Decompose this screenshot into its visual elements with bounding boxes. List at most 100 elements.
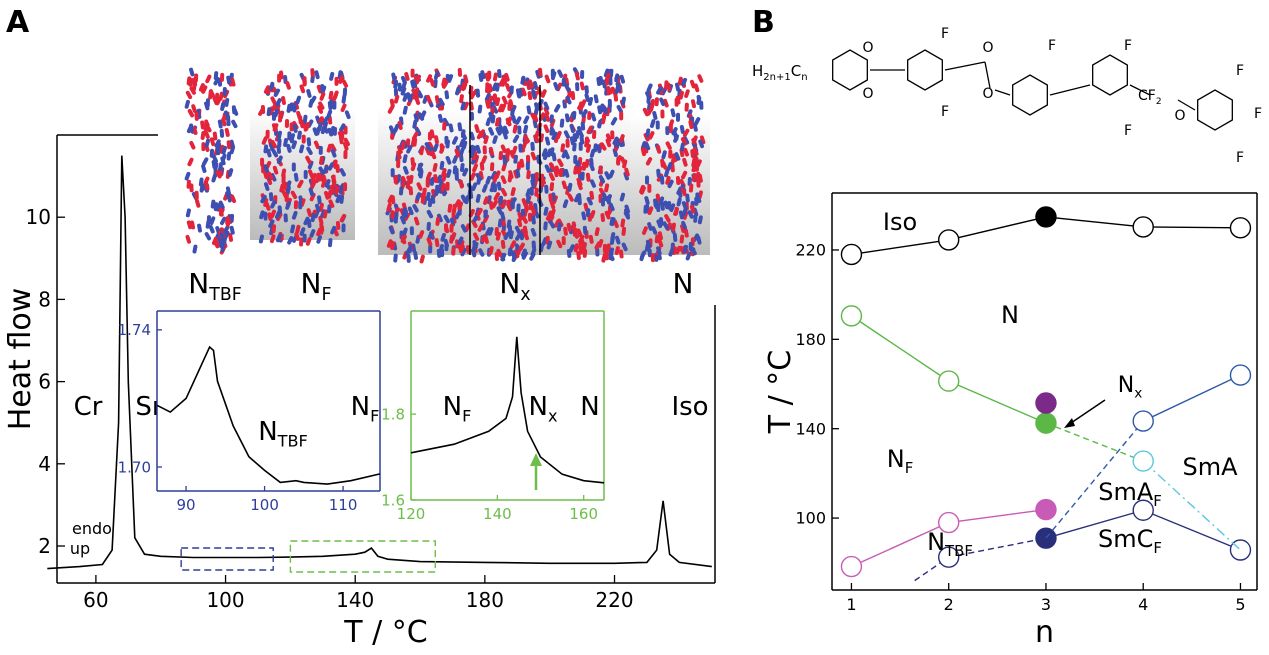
molecule-blob <box>495 126 502 136</box>
molecule-blob <box>219 232 226 242</box>
molecule-blob <box>389 98 395 108</box>
molecule-blob <box>624 204 631 214</box>
molecule-blob <box>299 144 305 154</box>
bond <box>994 89 1011 96</box>
phase-boundary <box>948 216 1047 241</box>
molecule-blob <box>299 227 306 236</box>
molecule-blob <box>393 94 400 104</box>
molecule-blob <box>319 92 326 101</box>
molecule-blob <box>483 196 489 205</box>
molecule-blob <box>219 216 227 226</box>
molecule-blob <box>438 97 445 107</box>
molecule-blob <box>664 168 670 178</box>
molecule-blob <box>645 91 652 100</box>
molecule-blob <box>213 239 220 249</box>
molecule-blob <box>223 225 230 234</box>
molecule-blob <box>656 173 664 182</box>
molecule-blob <box>508 99 514 109</box>
molecule-blob <box>302 77 307 87</box>
molecule-blob <box>390 210 395 220</box>
annotation: Nx <box>1118 373 1143 402</box>
molecule-blob <box>205 219 211 229</box>
molecule-blob <box>220 153 227 163</box>
molecule-blob <box>561 236 566 246</box>
molecule-blob <box>205 74 212 84</box>
annotation: Nx <box>529 392 558 426</box>
molecule-blob <box>559 118 565 128</box>
molecule-blob <box>545 212 553 221</box>
phase-point <box>938 546 960 568</box>
molecule-blob <box>530 151 537 161</box>
molecule-blob <box>676 197 682 207</box>
molecule-blob <box>409 226 414 236</box>
molecule-blob <box>270 209 276 219</box>
annotation: SmAF <box>1098 478 1162 510</box>
label-main: N <box>443 392 462 422</box>
annotation: NF <box>443 392 472 426</box>
molecule-blob <box>584 158 590 168</box>
molecule-blob <box>498 195 504 205</box>
molecule-blob <box>684 102 689 112</box>
molecule-blob <box>497 69 502 79</box>
molecule-blob <box>430 194 436 204</box>
molecule-blob <box>518 143 523 153</box>
molecule-blob <box>502 130 508 140</box>
molecule-blob <box>459 163 465 172</box>
molecule-blob <box>648 131 655 140</box>
molecule-blob <box>326 204 332 214</box>
molecule-blob <box>452 155 459 164</box>
molecule-blob <box>321 174 327 184</box>
molecule-blob <box>600 115 607 125</box>
phase-point <box>1035 206 1057 228</box>
molecule-blob <box>185 234 192 244</box>
y-tick-label: 4 <box>38 452 51 476</box>
molecule-blob <box>689 204 696 214</box>
molecule-blob <box>678 90 684 100</box>
molecule-blob <box>277 205 283 215</box>
molecule-blob <box>473 232 480 241</box>
annotation: N <box>1001 301 1019 329</box>
molecule-blob <box>330 174 337 184</box>
molecule-blob <box>566 248 572 258</box>
molecule-blob <box>285 201 291 210</box>
molecule-blob <box>413 216 420 226</box>
molecule-blob <box>441 77 447 87</box>
molecule-blob <box>267 171 274 181</box>
molecule-blob <box>225 216 230 226</box>
sub: 2n+1 <box>763 72 790 83</box>
molecule-blob <box>442 117 450 127</box>
label-main: N <box>188 267 209 300</box>
molecule-blob <box>606 86 611 96</box>
molecule-blob <box>213 76 220 86</box>
molecule-blob <box>189 67 195 77</box>
molecule-blob <box>664 80 669 90</box>
molecule-blob <box>333 159 338 169</box>
phase-point <box>1035 412 1057 434</box>
label-sub: F <box>1153 539 1162 557</box>
annotation: N <box>580 392 599 422</box>
molecule-blob <box>404 72 410 81</box>
molecule-blob <box>438 244 444 253</box>
molecule-blob <box>189 123 194 133</box>
molecule-blob <box>317 195 322 205</box>
label-main: N <box>529 392 548 422</box>
molecule-blob <box>260 157 265 167</box>
molecule-blob <box>603 68 610 78</box>
molecule-blob <box>544 113 551 122</box>
x-tick-label: 1 <box>846 595 856 614</box>
molecule-blob <box>307 160 314 170</box>
molecule-blob <box>426 74 433 83</box>
molecule-blob <box>567 182 573 192</box>
molecule-blob <box>328 90 334 100</box>
molecule-blob <box>275 233 282 243</box>
molecule-blob <box>523 124 529 134</box>
molecule-blob <box>297 130 302 140</box>
molecule-blob <box>588 234 594 244</box>
molecule-blob <box>596 77 602 86</box>
molecule-blob <box>221 145 227 155</box>
molecule-blob <box>393 212 399 222</box>
molecule-blob <box>645 128 651 138</box>
x-tick-label: 110 <box>329 496 358 514</box>
molecule-blob <box>263 211 268 221</box>
molecule-blob <box>523 135 529 144</box>
